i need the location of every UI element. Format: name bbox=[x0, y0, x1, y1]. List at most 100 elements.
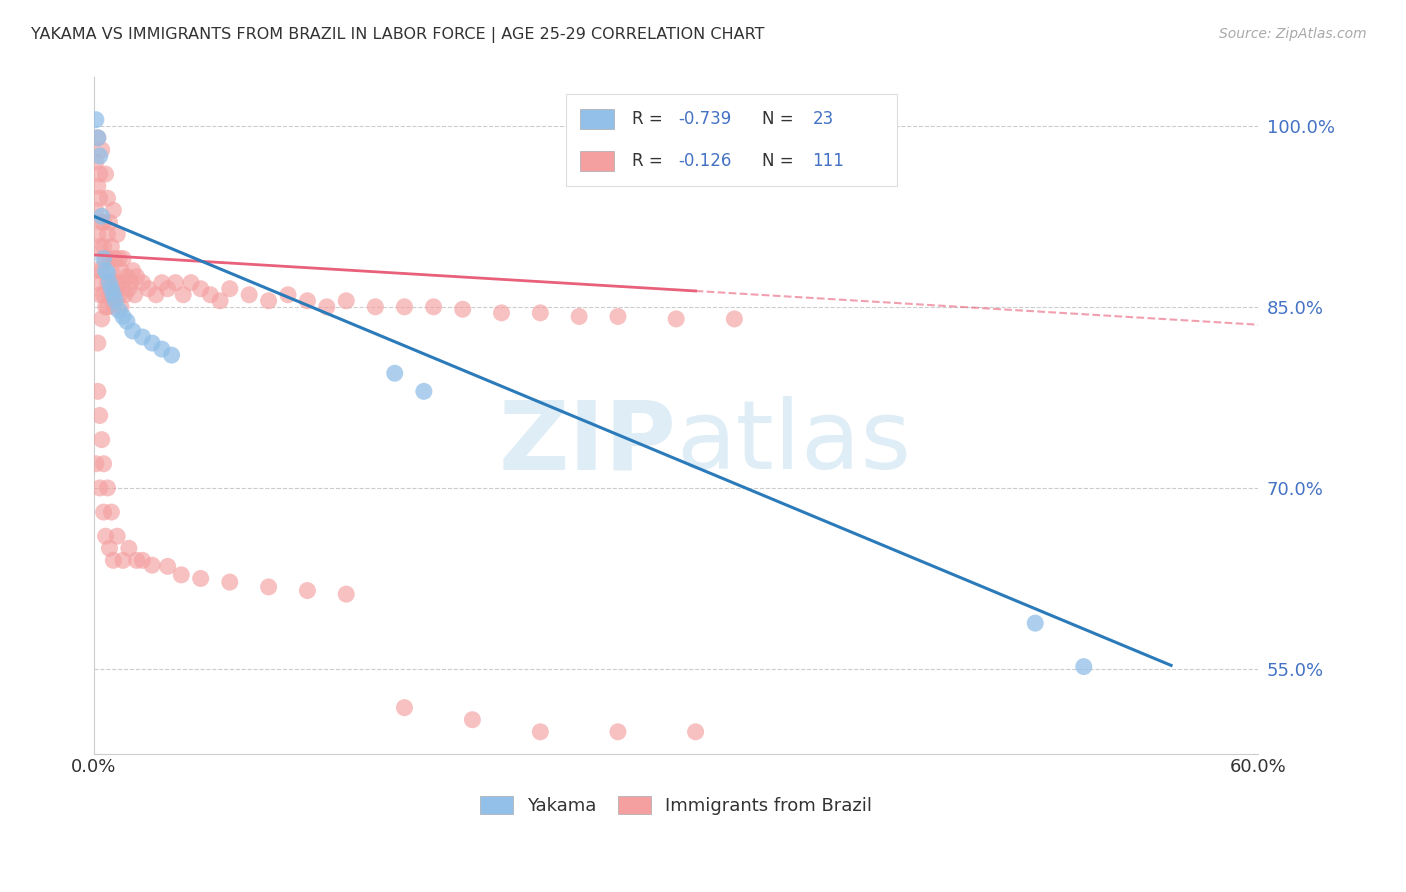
Text: 23: 23 bbox=[813, 110, 834, 128]
Point bbox=[461, 713, 484, 727]
Text: N =: N = bbox=[762, 152, 799, 170]
Point bbox=[87, 227, 110, 242]
Point bbox=[105, 529, 128, 543]
Point bbox=[87, 276, 110, 290]
Point bbox=[87, 130, 110, 145]
Point bbox=[568, 310, 591, 324]
Point bbox=[98, 287, 121, 301]
Point bbox=[190, 282, 212, 296]
Point bbox=[108, 252, 131, 266]
Point bbox=[118, 282, 141, 296]
Point bbox=[90, 312, 112, 326]
Point bbox=[94, 300, 117, 314]
Text: N =: N = bbox=[762, 110, 799, 128]
Point bbox=[84, 112, 107, 127]
Point bbox=[89, 191, 111, 205]
Point bbox=[607, 724, 630, 739]
Point bbox=[89, 167, 111, 181]
Point bbox=[238, 287, 260, 301]
Point bbox=[218, 575, 240, 590]
Point bbox=[103, 287, 125, 301]
Point bbox=[422, 300, 444, 314]
Point bbox=[96, 227, 118, 242]
Point bbox=[96, 266, 118, 280]
Point bbox=[104, 252, 127, 266]
Point bbox=[94, 167, 117, 181]
Point bbox=[491, 306, 513, 320]
Text: -0.126: -0.126 bbox=[679, 152, 733, 170]
Point bbox=[665, 312, 688, 326]
Point bbox=[364, 300, 387, 314]
Point bbox=[84, 263, 107, 277]
Point bbox=[103, 276, 125, 290]
Point bbox=[93, 287, 115, 301]
Point bbox=[89, 409, 111, 423]
Point bbox=[90, 215, 112, 229]
Point bbox=[94, 529, 117, 543]
Point bbox=[103, 300, 125, 314]
Point bbox=[394, 700, 416, 714]
Point bbox=[110, 263, 132, 277]
Point bbox=[108, 303, 131, 318]
Point bbox=[89, 481, 111, 495]
Point bbox=[94, 252, 117, 266]
Point bbox=[1073, 659, 1095, 673]
Point bbox=[141, 336, 163, 351]
Point bbox=[451, 302, 474, 317]
Point bbox=[335, 587, 357, 601]
Point bbox=[98, 541, 121, 556]
Point bbox=[112, 276, 135, 290]
Point bbox=[96, 300, 118, 314]
Point bbox=[108, 287, 131, 301]
Point bbox=[529, 306, 551, 320]
Point bbox=[98, 215, 121, 229]
Point bbox=[125, 269, 148, 284]
Point bbox=[141, 558, 163, 573]
Point bbox=[209, 293, 232, 308]
Point bbox=[90, 263, 112, 277]
Point bbox=[200, 287, 222, 301]
Point bbox=[100, 263, 122, 277]
Point bbox=[89, 149, 111, 163]
Point bbox=[90, 209, 112, 223]
Point bbox=[136, 282, 159, 296]
Point bbox=[87, 336, 110, 351]
Point bbox=[335, 293, 357, 308]
Point bbox=[112, 553, 135, 567]
Point bbox=[131, 276, 153, 290]
Point bbox=[257, 293, 280, 308]
Point bbox=[297, 293, 319, 308]
Point bbox=[190, 572, 212, 586]
Point bbox=[156, 559, 179, 574]
Point bbox=[297, 583, 319, 598]
Point bbox=[121, 263, 143, 277]
Point bbox=[103, 553, 125, 567]
Point bbox=[98, 276, 121, 290]
Point bbox=[84, 155, 107, 169]
Point bbox=[93, 505, 115, 519]
Point bbox=[115, 314, 138, 328]
Point bbox=[150, 276, 173, 290]
Point bbox=[120, 276, 142, 290]
Point bbox=[100, 505, 122, 519]
Point bbox=[104, 287, 127, 301]
Point bbox=[125, 553, 148, 567]
Point bbox=[87, 384, 110, 399]
Point bbox=[131, 330, 153, 344]
Point bbox=[96, 276, 118, 290]
Point bbox=[384, 366, 406, 380]
Text: -0.739: -0.739 bbox=[679, 110, 731, 128]
Point bbox=[112, 310, 135, 324]
Point bbox=[114, 287, 136, 301]
Point bbox=[105, 276, 128, 290]
Point bbox=[93, 215, 115, 229]
Point bbox=[156, 282, 179, 296]
Point bbox=[87, 179, 110, 194]
Text: R =: R = bbox=[631, 152, 668, 170]
Point bbox=[723, 312, 745, 326]
Point bbox=[104, 293, 127, 308]
Point bbox=[100, 282, 122, 296]
Point bbox=[89, 239, 111, 253]
Point bbox=[257, 580, 280, 594]
Point bbox=[607, 310, 630, 324]
